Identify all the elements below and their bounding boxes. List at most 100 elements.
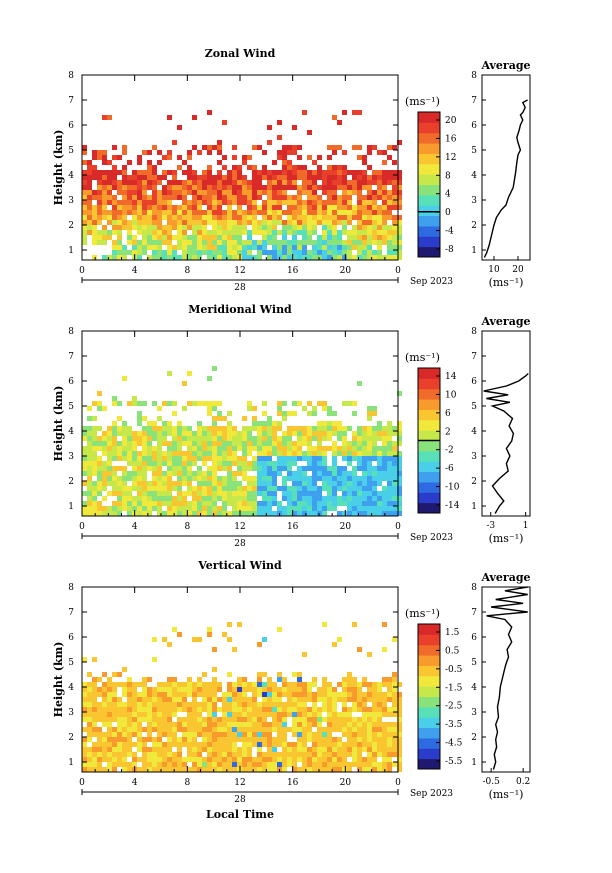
heatmap-cell bbox=[297, 687, 302, 692]
heatmap-cell bbox=[332, 175, 337, 180]
heatmap-cell bbox=[322, 762, 327, 767]
heatmap-cell bbox=[92, 155, 97, 160]
heatmap-cell bbox=[147, 220, 152, 225]
heatmap-cell bbox=[117, 426, 122, 431]
heatmap-cell bbox=[132, 742, 137, 747]
heatmap-cell bbox=[392, 682, 397, 687]
colorbar-unit: (ms⁻¹) bbox=[405, 351, 440, 364]
heatmap-cell bbox=[172, 702, 177, 707]
heatmap-cell bbox=[192, 702, 197, 707]
heatmap-cell bbox=[337, 145, 342, 150]
heatmap-cell bbox=[212, 697, 217, 702]
heatmap-cell bbox=[257, 752, 262, 757]
heatmap-cell bbox=[202, 491, 207, 496]
heatmap-cell bbox=[317, 210, 322, 215]
heatmap-cell bbox=[332, 240, 337, 245]
heatmap-cell bbox=[107, 160, 112, 165]
heatmap-cell bbox=[277, 411, 282, 416]
heatmap-cell bbox=[347, 200, 352, 205]
heatmap-cell bbox=[87, 732, 92, 737]
heatmap-cell bbox=[182, 692, 187, 697]
heatmap-cell bbox=[117, 762, 122, 767]
heatmap-cell bbox=[192, 707, 197, 712]
heatmap-cell bbox=[142, 737, 147, 742]
heatmap-cell bbox=[207, 506, 212, 511]
heatmap-cell bbox=[317, 471, 322, 476]
heatmap-cell bbox=[142, 215, 147, 220]
heatmap-cell bbox=[237, 185, 242, 190]
heatmap-cell bbox=[352, 687, 357, 692]
heatmap-cell bbox=[332, 742, 337, 747]
heatmap-cell bbox=[212, 757, 217, 762]
heatmap-cell bbox=[257, 727, 262, 732]
heatmap-cell bbox=[322, 732, 327, 737]
heatmap-cell bbox=[377, 747, 382, 752]
heatmap-cell bbox=[237, 486, 242, 491]
heatmap-cell bbox=[112, 250, 117, 255]
heatmap-cell bbox=[257, 677, 262, 682]
heatmap-cell bbox=[162, 491, 167, 496]
heatmap-cell bbox=[317, 687, 322, 692]
heatmap-cell bbox=[137, 697, 142, 702]
heatmap-cell bbox=[97, 712, 102, 717]
heatmap-cell bbox=[272, 225, 277, 230]
heatmap-cell bbox=[177, 737, 182, 742]
heatmap-cell bbox=[252, 230, 257, 235]
heatmap-cell bbox=[277, 687, 282, 692]
heatmap-cell bbox=[152, 717, 157, 722]
heatmap-cell bbox=[132, 762, 137, 767]
heatmap-cell bbox=[257, 722, 262, 727]
heatmap-cell bbox=[92, 170, 97, 175]
heatmap-cell bbox=[357, 381, 362, 386]
heatmap-cell bbox=[342, 225, 347, 230]
heatmap-cell bbox=[387, 762, 392, 767]
heatmap-cell bbox=[257, 506, 262, 511]
heatmap-cell bbox=[367, 466, 372, 471]
heatmap-cell bbox=[147, 722, 152, 727]
heatmap-cell bbox=[172, 195, 177, 200]
heatmap-cell bbox=[172, 185, 177, 190]
heatmap-cell bbox=[332, 230, 337, 235]
heatmap-cell bbox=[237, 446, 242, 451]
heatmap-cell bbox=[347, 461, 352, 466]
heatmap-cell bbox=[212, 506, 217, 511]
heatmap-cell bbox=[397, 471, 402, 476]
heatmap-cell bbox=[347, 486, 352, 491]
heatmap-cell bbox=[367, 471, 372, 476]
heatmap-cell bbox=[102, 115, 107, 120]
heatmap-cell bbox=[272, 200, 277, 205]
heatmap-cell bbox=[282, 481, 287, 486]
heatmap-cell bbox=[87, 496, 92, 501]
heatmap-cell bbox=[317, 215, 322, 220]
heatmap-cell bbox=[267, 481, 272, 486]
heatmap-cell bbox=[227, 235, 232, 240]
heatmap-cell bbox=[92, 165, 97, 170]
heatmap-cell bbox=[332, 426, 337, 431]
heatmap-cell bbox=[247, 506, 252, 511]
heatmap-cell bbox=[292, 446, 297, 451]
heatmap-cell bbox=[332, 200, 337, 205]
heatmap-cell bbox=[342, 426, 347, 431]
heatmap-cell bbox=[312, 491, 317, 496]
heatmap-cell bbox=[302, 757, 307, 762]
heatmap-cell bbox=[217, 732, 222, 737]
heatmap-cell bbox=[117, 501, 122, 506]
heatmap-cell bbox=[247, 446, 252, 451]
heatmap-cell bbox=[377, 506, 382, 511]
heatmap-cell bbox=[212, 180, 217, 185]
heatmap-cell bbox=[162, 190, 167, 195]
heatmap-cell bbox=[237, 757, 242, 762]
heatmap-cell bbox=[222, 240, 227, 245]
heatmap-cell bbox=[167, 752, 172, 757]
heatmap-cell bbox=[222, 762, 227, 767]
heatmap-cell bbox=[217, 160, 222, 165]
heatmap-cell bbox=[117, 245, 122, 250]
heatmap-cell bbox=[242, 240, 247, 245]
heatmap-cell bbox=[102, 481, 107, 486]
heatmap-cell bbox=[332, 461, 337, 466]
heatmap-cell bbox=[252, 255, 257, 260]
heatmap-cell bbox=[182, 471, 187, 476]
heatmap-cell bbox=[297, 426, 302, 431]
heatmap-cell bbox=[307, 235, 312, 240]
heatmap-cell bbox=[102, 476, 107, 481]
